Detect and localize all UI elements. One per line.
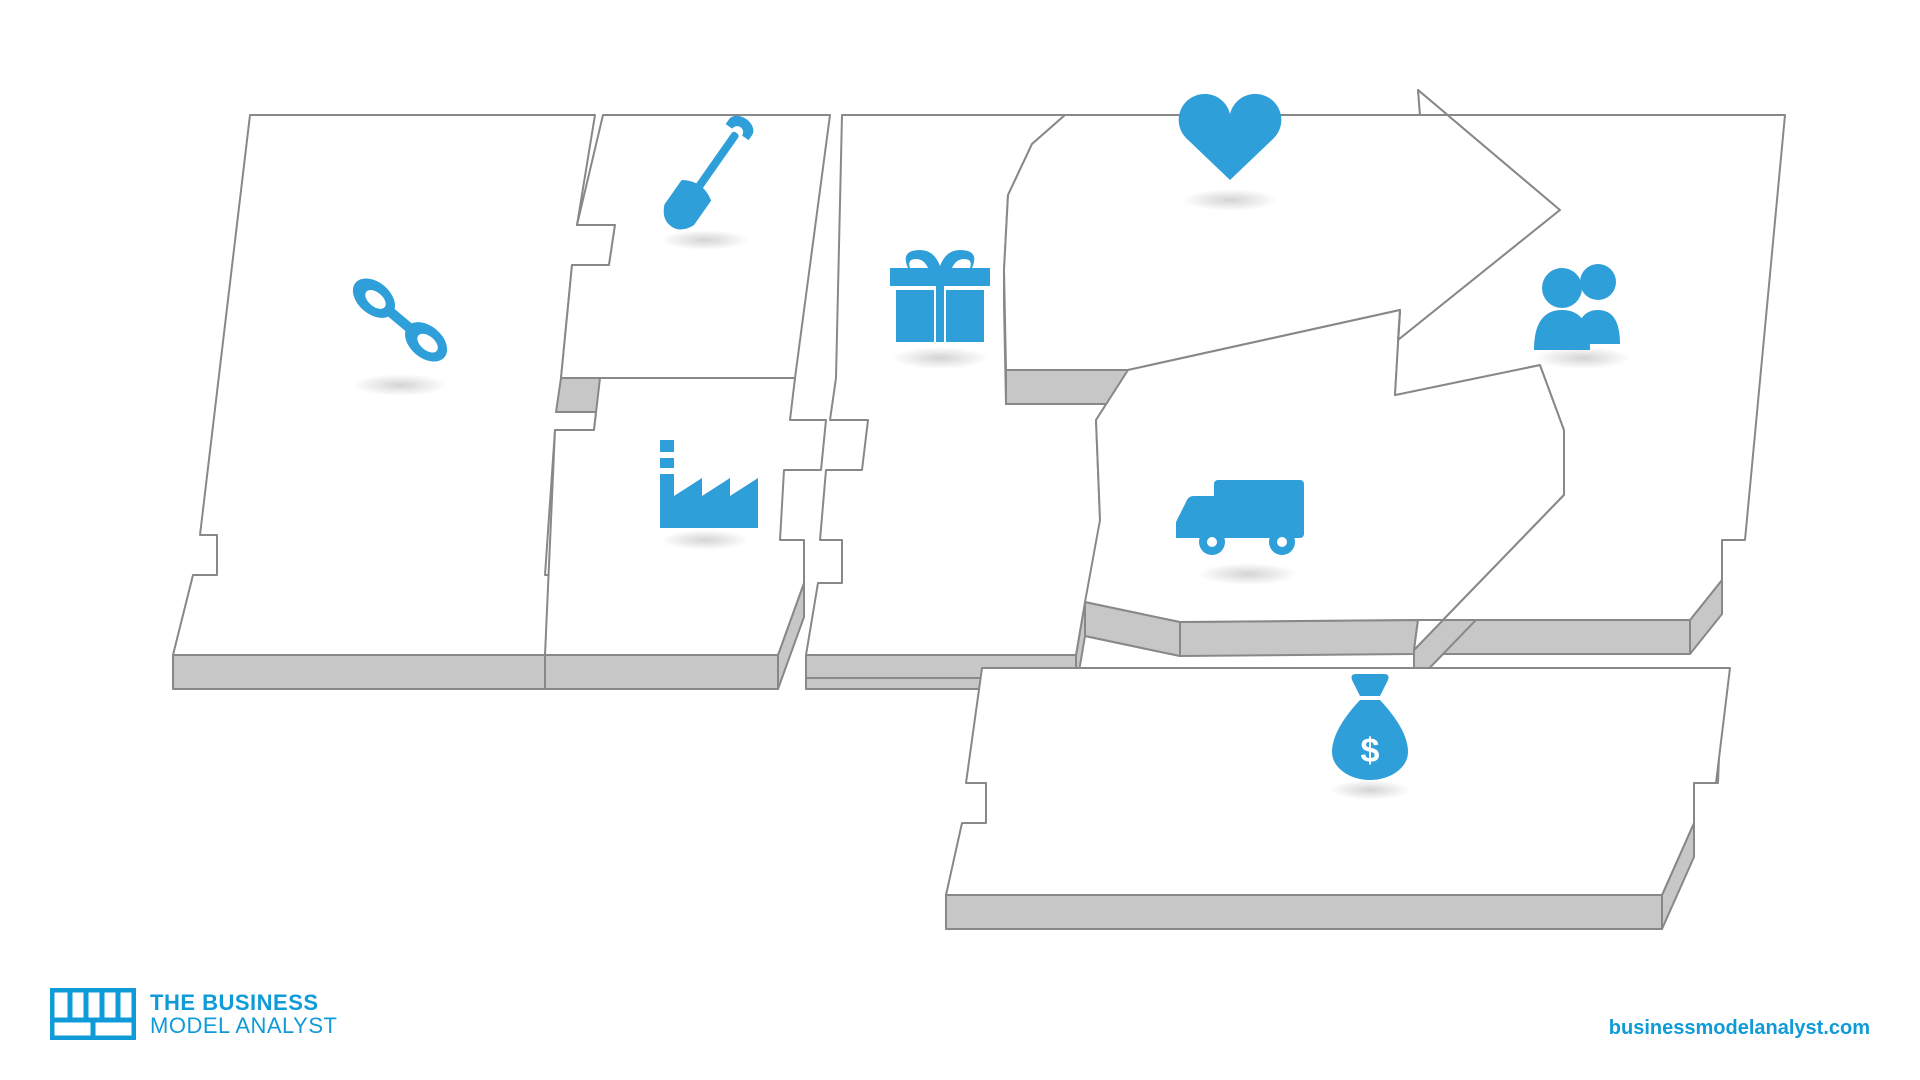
canvas-diagram: $ — [0, 0, 1920, 1080]
logo-mark-icon — [50, 988, 136, 1040]
brand-logo: THE BUSINESS MODEL ANALYST — [50, 988, 337, 1040]
logo-text-line1: THE BUSINESS — [150, 991, 337, 1014]
block-revenue — [806, 668, 1730, 929]
svg-text:$: $ — [1361, 732, 1380, 770]
logo-text-line2: MODEL ANALYST — [150, 1014, 337, 1037]
brand-url: businessmodelanalyst.com — [1609, 1017, 1870, 1040]
